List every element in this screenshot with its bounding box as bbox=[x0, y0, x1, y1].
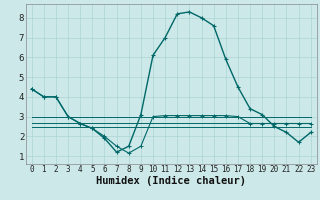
X-axis label: Humidex (Indice chaleur): Humidex (Indice chaleur) bbox=[96, 176, 246, 186]
